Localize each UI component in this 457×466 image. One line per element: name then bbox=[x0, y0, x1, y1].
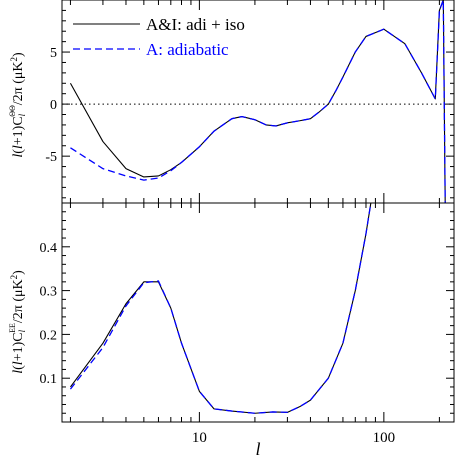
y-tick-label: -5 bbox=[45, 150, 57, 165]
y-tick-label: 5 bbox=[50, 46, 57, 61]
y-tick-label: 0.1 bbox=[40, 372, 58, 387]
top-ylabel: l(l+1)ClΘΘ/2π (μK2) bbox=[8, 52, 27, 158]
y-tick-label: 0.4 bbox=[40, 241, 58, 256]
x-axis-label: l bbox=[255, 439, 260, 459]
legend: A&I: adi + iso A: adiabatic bbox=[73, 15, 245, 59]
bottom-series-line-adiabatic bbox=[69, 203, 372, 414]
top-panel: -5 0 5 A&I: adi + iso A: adiabatic l(l+1)C… bbox=[8, 0, 455, 204]
bottom-panel: 0.1 0.2 0.3 0.4 10 100 l(l+1)ClEE/2π (μK2) l bbox=[8, 202, 455, 459]
legend-label-adi-iso: A&I: adi + iso bbox=[146, 15, 245, 34]
y-tick-label: 0.3 bbox=[40, 285, 58, 300]
svg-text:l(l+1)ClEE/2π (μK2): l(l+1)ClEE/2π (μK2) bbox=[8, 270, 27, 374]
legend-label-adiabatic: A: adiabatic bbox=[146, 40, 229, 59]
svg-text:l(l+1)ClΘΘ/2π (μK2): l(l+1)ClΘΘ/2π (μK2) bbox=[8, 52, 27, 158]
bottom-plot-frame bbox=[61, 202, 455, 423]
top-series-line-adi-iso bbox=[69, 0, 446, 203]
y-tick-label: 0 bbox=[50, 98, 57, 113]
top-plot-frame bbox=[61, 0, 455, 204]
top-series-line-adiabatic bbox=[70, 0, 446, 203]
x-tick-label: 100 bbox=[373, 430, 396, 446]
bottom-ylabel: l(l+1)ClEE/2π (μK2) bbox=[8, 270, 27, 374]
x-tick-label: 10 bbox=[192, 430, 207, 446]
y-tick-label: 0.2 bbox=[40, 328, 58, 343]
